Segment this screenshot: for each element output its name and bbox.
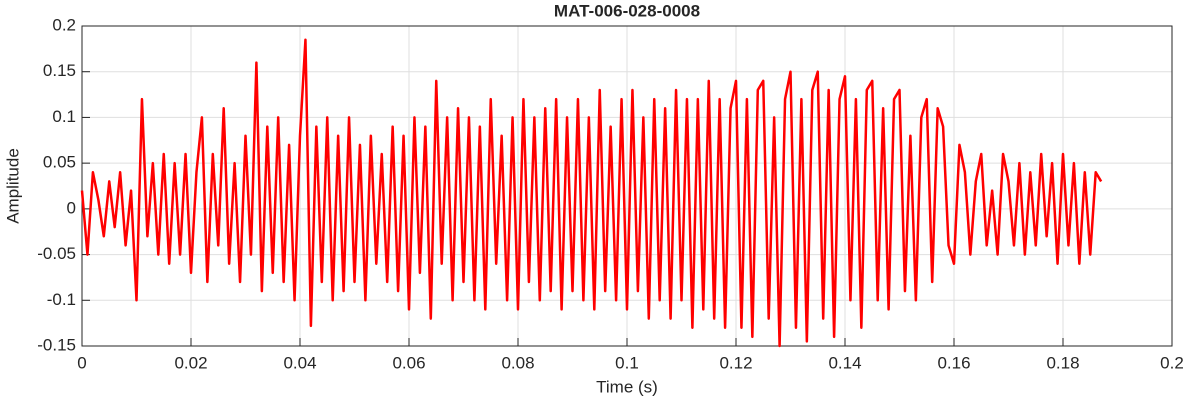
y-tick-label: 0.1	[52, 107, 76, 126]
x-tick-label: 0.14	[828, 353, 861, 372]
x-tick-label: 0.08	[501, 353, 534, 372]
y-tick-label: 0.15	[43, 61, 76, 80]
x-tick-label: 0.1	[615, 353, 639, 372]
y-tick-label: 0.2	[52, 15, 76, 34]
y-tick-label: -0.15	[37, 335, 76, 354]
x-tick-label: 0.02	[174, 353, 207, 372]
axes-box	[81, 25, 1173, 347]
y-tick-label: 0.05	[43, 153, 76, 172]
x-tick-label: 0.12	[719, 353, 752, 372]
y-tick-label: 0	[67, 198, 76, 217]
y-tick-label: -0.05	[37, 244, 76, 263]
signal-line	[80, 38, 1103, 348]
chart-title: MAT-006-028-0008	[554, 1, 700, 20]
x-tick-label: 0.16	[937, 353, 970, 372]
x-axis-label: Time (s)	[596, 377, 658, 396]
x-tick-label: 0.2	[1160, 353, 1184, 372]
y-tick-label: -0.1	[47, 290, 76, 309]
x-tick-label: 0.18	[1046, 353, 1079, 372]
x-tick-label: 0	[77, 353, 86, 372]
x-tick-label: 0.06	[392, 353, 425, 372]
y-axis-label: Amplitude	[3, 148, 22, 224]
x-tick-label: 0.04	[283, 353, 316, 372]
